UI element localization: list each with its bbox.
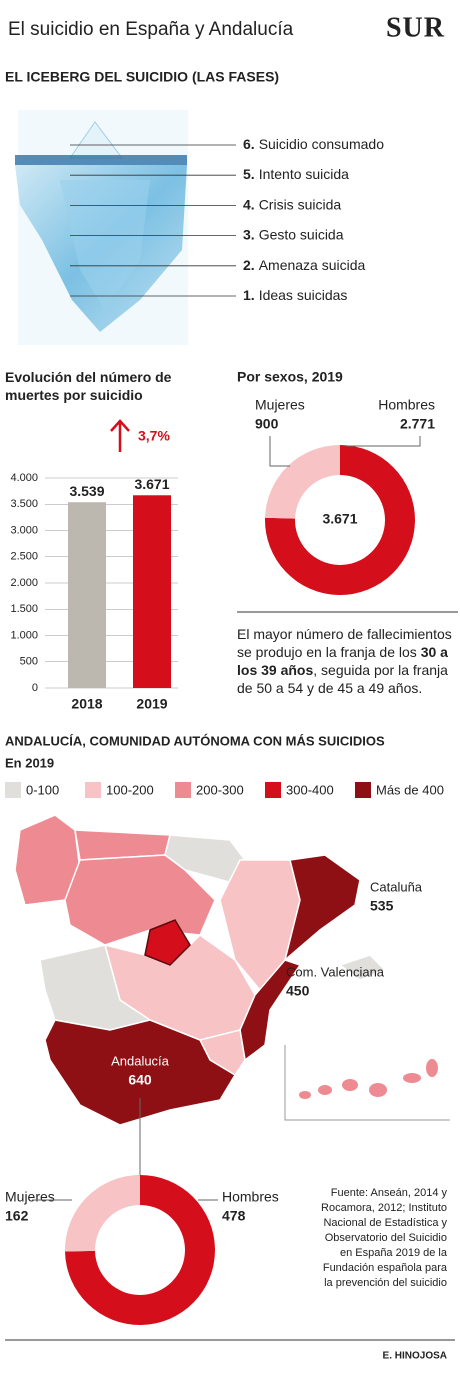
y-tick-label: 1.500 — [10, 603, 38, 615]
credit: E. HINOJOSA — [383, 1351, 447, 1362]
value-label: 3.539 — [69, 483, 104, 499]
legend-label: 300-400 — [286, 782, 334, 797]
phase-label: 3. Gesto suicida — [243, 226, 344, 242]
phase-number: 4. — [243, 196, 255, 212]
y-tick-label: 3.500 — [10, 498, 38, 510]
phase-text: Suicidio consumado — [259, 136, 385, 152]
legend-label: 100-200 — [106, 782, 154, 797]
phase-label: 4. Crisis suicida — [243, 196, 341, 212]
donut-segment — [65, 1175, 140, 1252]
region-name: Com. Valenciana — [286, 964, 385, 979]
phase-text: Ideas suicidas — [259, 287, 348, 303]
section-title: ANDALUCÍA, COMUNIDAD AUTÓNOMA CON MÁS SU… — [5, 733, 385, 748]
phase-label: 1. Ideas suicidas — [243, 287, 347, 303]
region-name: Cataluña — [370, 879, 423, 894]
x-tick-label: 2018 — [71, 696, 102, 712]
legend-swatch — [265, 782, 281, 798]
legend-swatch — [175, 782, 191, 798]
phase-text: Crisis suicida — [259, 196, 342, 212]
bar — [68, 502, 106, 688]
x-tick-label: 2019 — [136, 696, 167, 712]
connector — [269, 436, 290, 467]
y-tick-label: 2.500 — [10, 551, 38, 563]
spain-map — [14, 814, 387, 1126]
phase-label: 2. Amenaza suicida — [243, 257, 366, 273]
section-title: EL ICEBERG DEL SUICIDIO (LAS FASES) — [5, 69, 279, 85]
chart-title: Evolución del número de muertes por suic… — [5, 369, 172, 403]
donut-segment — [264, 445, 415, 595]
value-label: 478 — [222, 1208, 246, 1224]
y-tick-label: 1.000 — [10, 629, 38, 641]
phase-number: 1. — [243, 287, 255, 303]
legend-label: Mujeres — [5, 1189, 55, 1205]
chart-title: Por sexos, 2019 — [237, 369, 343, 385]
page-title: El suicidio en España y Andalucía — [8, 19, 294, 40]
annotation: 3,7% — [138, 428, 170, 444]
phase-text: Intento suicida — [259, 166, 349, 182]
y-tick-label: 3.000 — [10, 524, 38, 536]
legend-label: 0-100 — [26, 782, 59, 797]
value-label: 900 — [255, 416, 279, 432]
source: Fuente: Anseán, 2014 y Rocamora, 2012; I… — [321, 1187, 447, 1289]
region-value: 450 — [286, 983, 310, 999]
note-text: El mayor número de fallecimientos se pro… — [237, 626, 452, 660]
note-text: , seguida por la franja de 50 a 54 y de … — [237, 662, 448, 696]
note-highlight: 30 a los 39 años — [237, 644, 448, 678]
legend-swatch — [85, 782, 101, 798]
phase-number: 3. — [243, 226, 255, 242]
legend-swatch — [5, 782, 21, 798]
canary-inset — [284, 1045, 450, 1121]
donut-segment — [265, 445, 340, 519]
arrow — [110, 419, 130, 452]
phase-label: 6. Suicidio consumado — [243, 136, 384, 152]
y-tick-label: 2.000 — [10, 577, 38, 589]
connector — [345, 436, 421, 447]
section-subtitle: En 2019 — [5, 755, 54, 770]
legend-label: Hombres — [378, 397, 435, 413]
y-tick-label: 0 — [32, 682, 38, 694]
legend-label: Mujeres — [255, 397, 305, 413]
phase-text: Amenaza suicida — [259, 257, 366, 273]
donut-segment — [65, 1174, 216, 1325]
note: El mayor número de fallecimientos se pro… — [237, 625, 457, 697]
y-tick-label: 500 — [20, 656, 38, 668]
bar — [133, 495, 171, 688]
value-label: 162 — [5, 1208, 29, 1224]
phase-number: 2. — [243, 257, 255, 273]
center-label: 3.671 — [322, 511, 357, 527]
phase-number: 5. — [243, 166, 255, 182]
value-label: 2.771 — [400, 416, 435, 432]
region-value: 640 — [128, 1072, 152, 1088]
phase-number: 6. — [243, 136, 255, 152]
phase-text: Gesto suicida — [259, 226, 344, 242]
value-label: 3.671 — [134, 476, 169, 492]
legend-label: Más de 400 — [376, 782, 444, 797]
iceberg — [15, 110, 188, 345]
phase-label: 5. Intento suicida — [243, 166, 349, 182]
logo: SUR — [386, 12, 445, 43]
y-tick-label: 4.000 — [10, 472, 38, 484]
legend-swatch — [355, 782, 371, 798]
region-name: Andalucía — [111, 1053, 170, 1068]
legend-label: Hombres — [222, 1189, 279, 1205]
legend-label: 200-300 — [196, 782, 244, 797]
region-value: 535 — [370, 898, 394, 914]
